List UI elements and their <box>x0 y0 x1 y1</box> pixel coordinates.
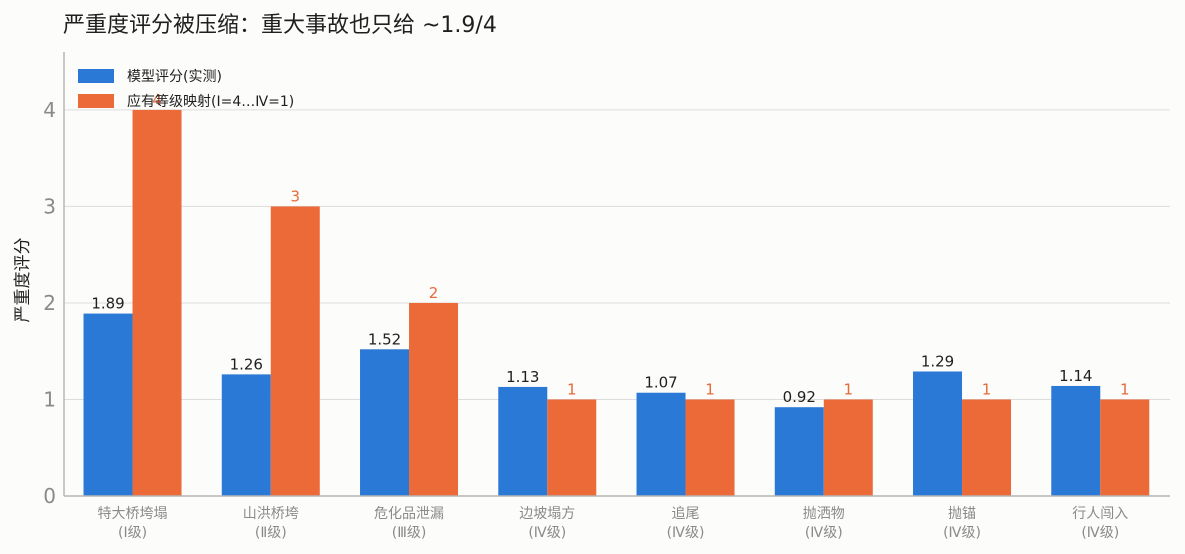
y-tick-label: 2 <box>43 291 56 315</box>
bar-expected-level <box>409 302 459 496</box>
x-tick-label: (Ⅰ级) <box>118 525 147 541</box>
bar-model-score <box>774 407 824 496</box>
x-tick-label: 危化品泄漏 <box>374 506 444 522</box>
data-label-model: 1.26 <box>230 355 263 373</box>
legend-swatch <box>78 69 114 83</box>
y-tick-label: 4 <box>43 98 56 122</box>
data-label-expected: 1 <box>567 380 577 398</box>
chart-title: 严重度评分被压缩：重大事故也只给 ~1.9/4 <box>63 13 497 38</box>
y-axis-label: 严重度评分 <box>13 238 33 323</box>
x-tick-label: (Ⅳ级) <box>667 525 705 541</box>
data-label-model: 1.52 <box>368 330 401 348</box>
bar-expected-level <box>1100 399 1150 496</box>
data-label-model: 0.92 <box>783 388 816 406</box>
bar-model-score <box>498 386 548 496</box>
legend: 模型评分(实测) 应有等级映射(Ⅰ=4…Ⅳ=1) <box>78 69 294 110</box>
x-tick-label: (Ⅳ级) <box>528 525 566 541</box>
x-tick-label: (Ⅳ级) <box>1081 525 1119 541</box>
data-label-model: 1.89 <box>91 295 124 313</box>
x-tick-label: (Ⅳ级) <box>805 525 843 541</box>
data-label-expected: 1 <box>1120 380 1130 398</box>
axes: 0 1 2 3 4 特大桥垮塌 (Ⅰ级) 山洪桥垮 (Ⅱ级) 危化品泄漏 (Ⅲ级) 边坡塌方 (Ⅳ级) 追… <box>43 52 1170 541</box>
bar-expected-level <box>132 109 182 497</box>
x-tick-label: 山洪桥垮 <box>243 506 299 522</box>
bar-model-score <box>221 374 271 496</box>
bar-model-score <box>636 392 686 496</box>
data-label-model: 1.07 <box>644 374 677 392</box>
x-tick-label: 特大桥垮塌 <box>98 506 168 522</box>
bars: 1.89 4 1.26 3 1.52 2 1.13 1 1.07 1 0.92 1 1.29 1 1.14 1 <box>83 91 1150 497</box>
y-tick-label: 1 <box>43 387 56 411</box>
bar-model-score <box>360 349 410 496</box>
y-tick-label: 3 <box>43 194 56 218</box>
x-tick-label: 行人闯入 <box>1072 506 1128 522</box>
data-label-expected: 2 <box>429 284 439 302</box>
data-label-model: 1.14 <box>1059 367 1092 385</box>
legend-swatch <box>78 94 114 108</box>
bar-model-score <box>83 313 133 496</box>
x-tick-label: (Ⅲ级) <box>392 525 427 541</box>
data-label-expected: 4 <box>152 91 162 109</box>
bar-expected-level <box>270 206 320 496</box>
y-tick-label: 0 <box>43 484 56 508</box>
x-tick-label: (Ⅱ级) <box>255 525 287 541</box>
bar-expected-level <box>685 399 735 496</box>
bar-model-score <box>1051 385 1101 496</box>
legend-label: 应有等级映射(Ⅰ=4…Ⅳ=1) <box>127 93 294 110</box>
data-label-model: 1.29 <box>921 352 954 370</box>
legend-label: 模型评分(实测) <box>127 69 222 85</box>
bar-expected-level <box>823 399 873 496</box>
x-tick-label: 边坡塌方 <box>519 506 575 522</box>
x-tick-label: 抛锚 <box>948 506 976 522</box>
bar-expected-level <box>962 399 1012 496</box>
x-tick-label: 抛洒物 <box>803 506 845 522</box>
data-label-expected: 3 <box>291 187 301 205</box>
data-label-model: 1.13 <box>506 368 539 386</box>
data-label-expected: 1 <box>844 380 854 398</box>
data-label-expected: 1 <box>705 380 715 398</box>
bar-expected-level <box>547 399 597 496</box>
bar-model-score <box>913 371 963 496</box>
x-tick-label: 追尾 <box>672 506 700 522</box>
data-label-expected: 1 <box>982 380 992 398</box>
x-tick-label: (Ⅳ级) <box>943 525 981 541</box>
